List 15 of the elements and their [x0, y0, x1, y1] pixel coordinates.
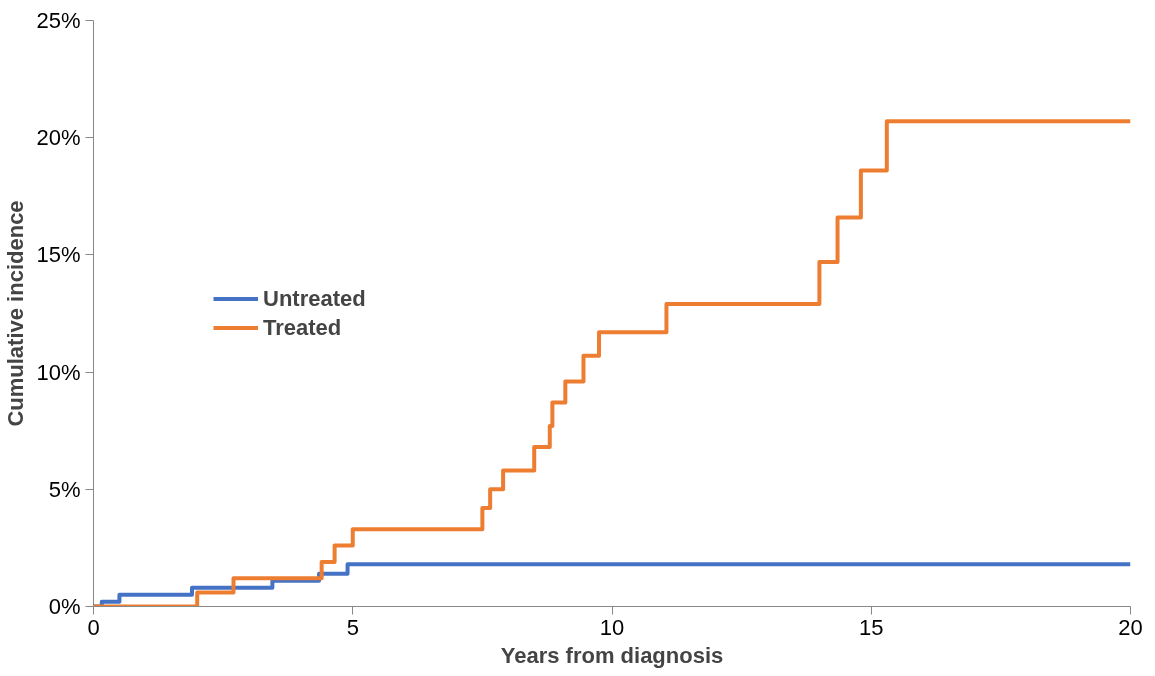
y-tick-label: 5% [48, 476, 81, 502]
y-tick-label: 10% [36, 359, 81, 385]
x-tick-label: 5 [346, 614, 359, 640]
y-tick-label: 15% [36, 242, 81, 268]
y-tick-label: 20% [36, 125, 81, 151]
x-tick-label: 0 [87, 614, 100, 640]
x-tick-label: 20 [1118, 614, 1143, 640]
legend-label: Untreated [263, 285, 366, 312]
legend-label: Treated [263, 314, 342, 341]
x-axis-title: Years from diagnosis [500, 642, 724, 668]
y-tick-label: 25% [36, 8, 81, 33]
x-tick-label: 10 [599, 614, 625, 640]
y-axis-title: Cumulative incidence [3, 200, 29, 427]
y-tick-label: 0% [48, 594, 81, 619]
x-tick-label: 15 [859, 614, 884, 640]
